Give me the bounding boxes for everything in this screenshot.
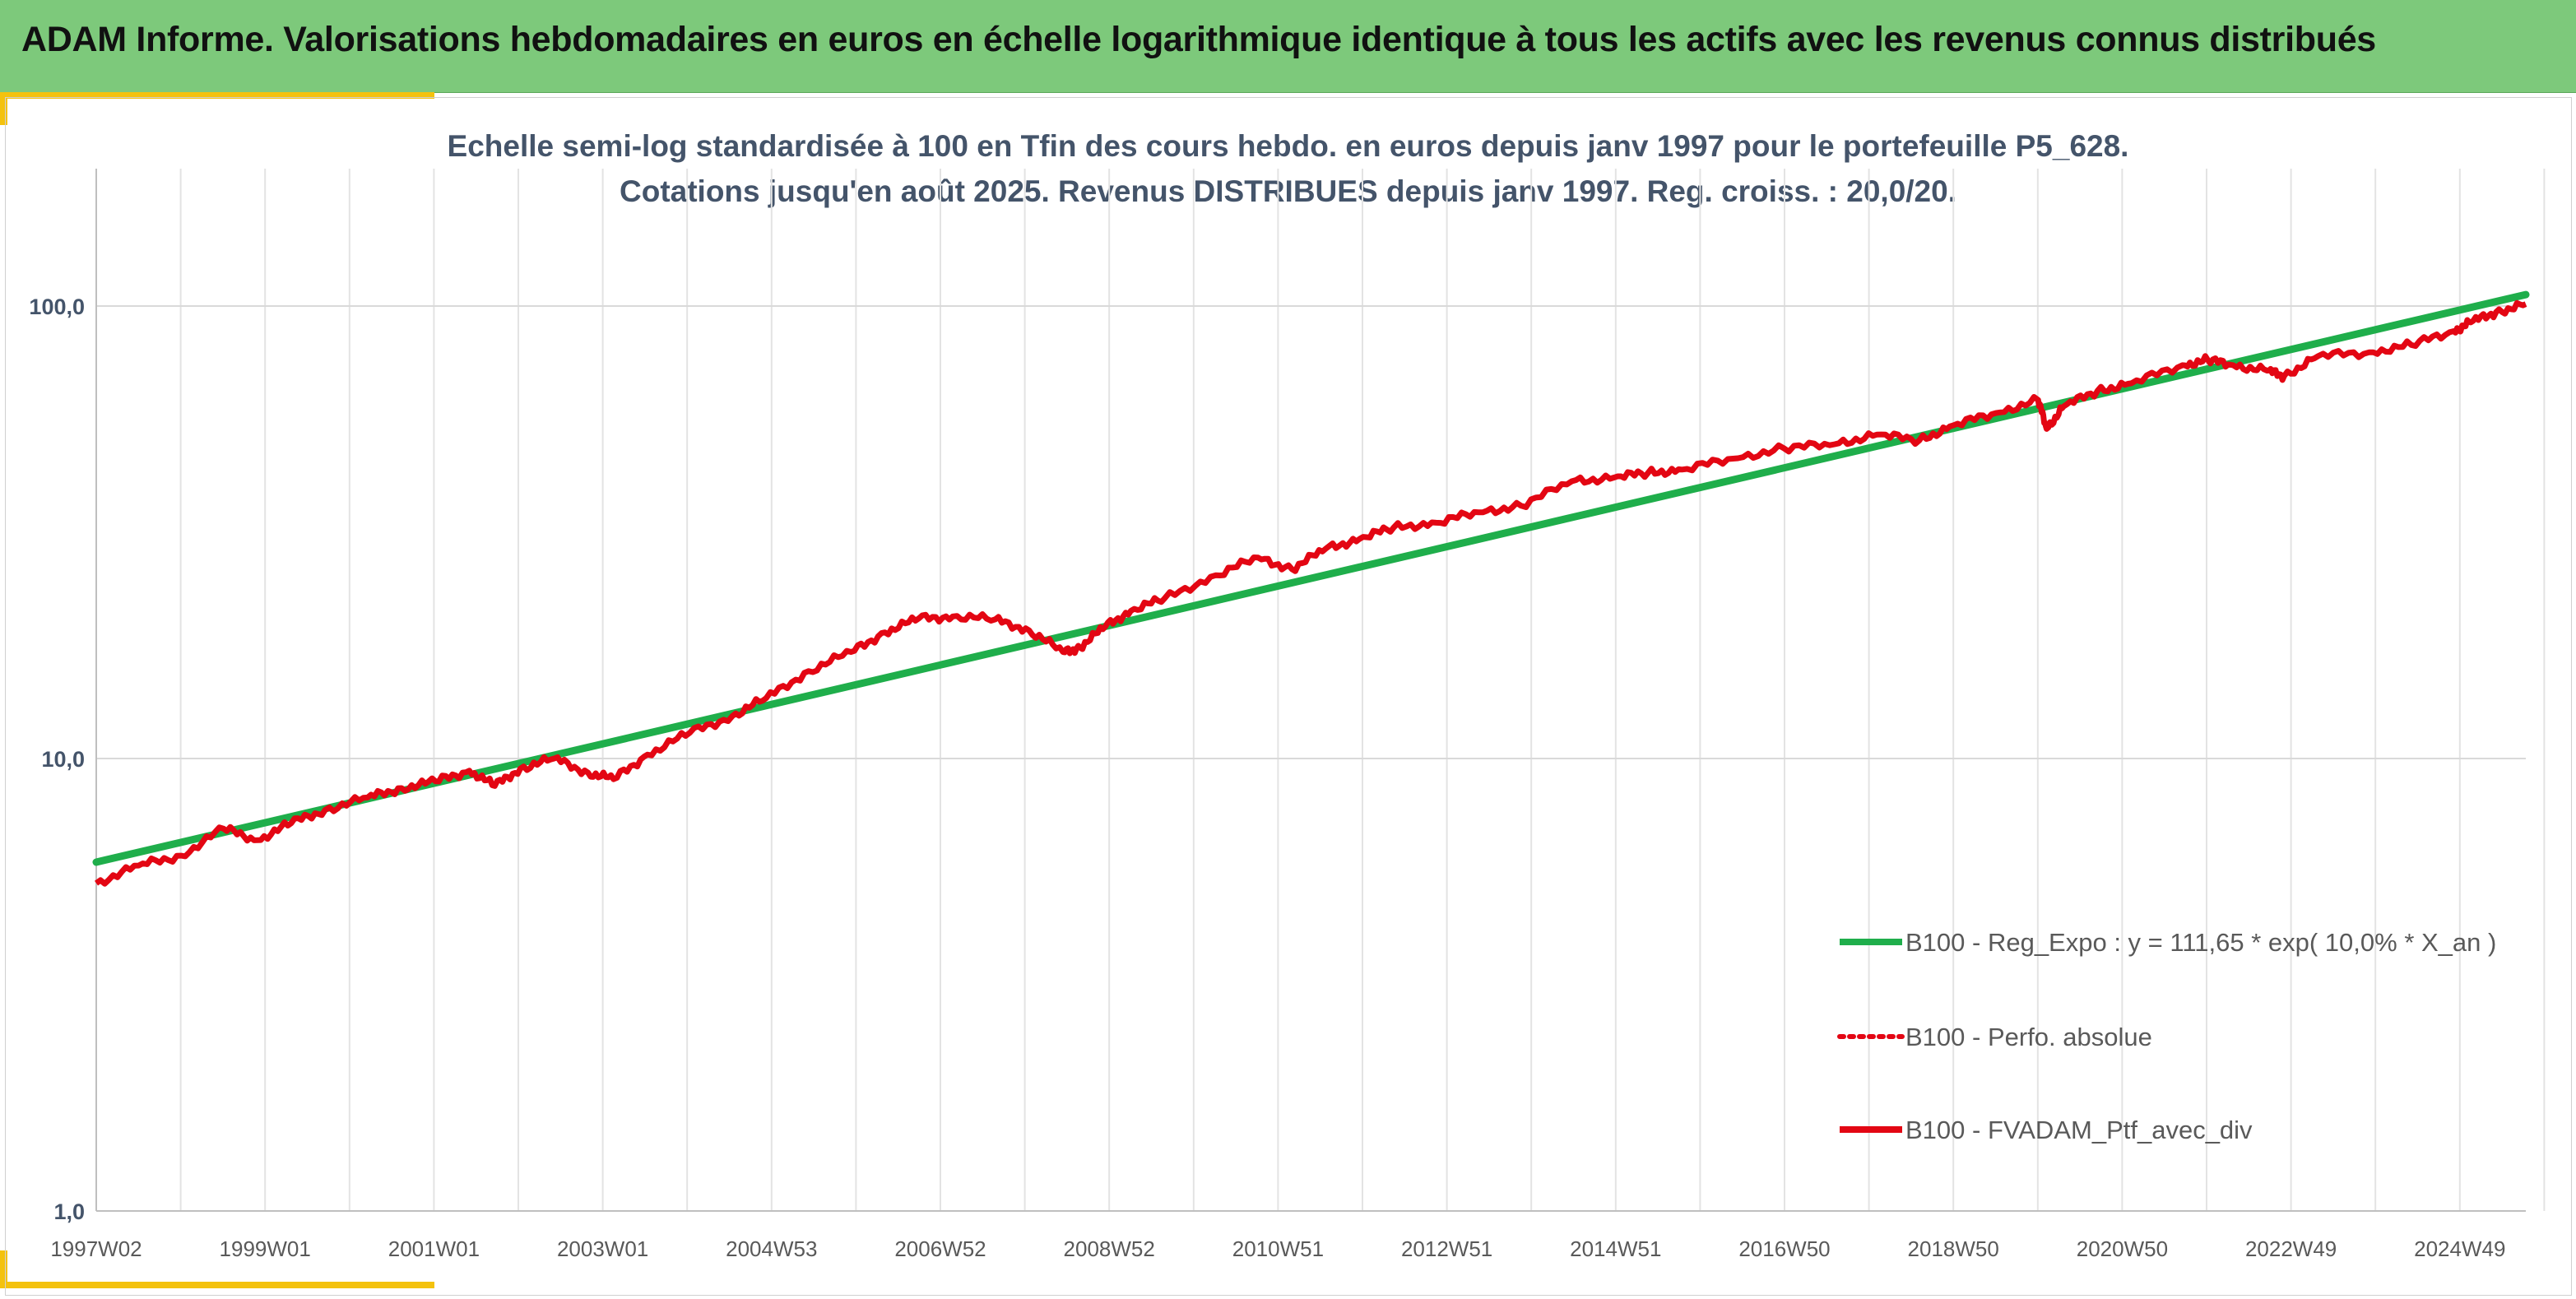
x-tick-label: 2012W51	[1401, 1236, 1492, 1261]
x-tick-label: 2003W01	[557, 1236, 648, 1261]
accent-corner-bottom	[0, 1282, 434, 1288]
x-tick-label: 2006W52	[894, 1236, 986, 1261]
chart-title-line2: Cotations jusqu'en août 2025. Revenus DI…	[620, 174, 1956, 208]
x-tick-label: 2008W52	[1064, 1236, 1155, 1261]
page-title: ADAM Informe. Valorisations hebdomadaire…	[21, 20, 2376, 59]
accent-corner-bottom-side	[0, 1250, 7, 1288]
legend-label: B100 - Perfo. absolue	[1905, 1023, 2152, 1051]
x-tick-label: 2014W51	[1570, 1236, 1661, 1261]
x-tick-label: 1997W02	[50, 1236, 142, 1261]
legend-label: B100 - Reg_Expo : y = 111,65 * exp( 10,0…	[1905, 928, 2496, 957]
x-tick-label: 2024W49	[2414, 1236, 2505, 1261]
regression-series-line	[92, 290, 2530, 866]
x-tick-label: 1999W01	[220, 1236, 311, 1261]
y-tick-label: 1,0	[53, 1199, 85, 1224]
chart-frame	[5, 97, 2572, 1296]
y-tick-label: 10,0	[41, 747, 85, 772]
x-tick-label: 2022W49	[2245, 1236, 2337, 1261]
x-tick-label: 2004W53	[726, 1236, 817, 1261]
header-banner: ADAM Informe. Valorisations hebdomadaire…	[0, 0, 2576, 93]
accent-corner-top	[0, 92, 434, 99]
chart-title-line1: Echelle semi-log standardisée à 100 en T…	[447, 129, 2129, 163]
x-tick-label: 2018W50	[1908, 1236, 1999, 1261]
x-tick-label: 2020W50	[2077, 1236, 2168, 1261]
y-tick-label: 100,0	[29, 295, 85, 319]
accent-corner-top-side	[0, 92, 7, 125]
legend-label: B100 - FVADAM_Ptf_avec_div	[1905, 1116, 2253, 1144]
portfolio-series-line	[94, 299, 2527, 887]
x-tick-label: 2010W51	[1232, 1236, 1324, 1261]
x-tick-label: 2001W01	[388, 1236, 480, 1261]
x-tick-label: 2016W50	[1738, 1236, 1830, 1261]
